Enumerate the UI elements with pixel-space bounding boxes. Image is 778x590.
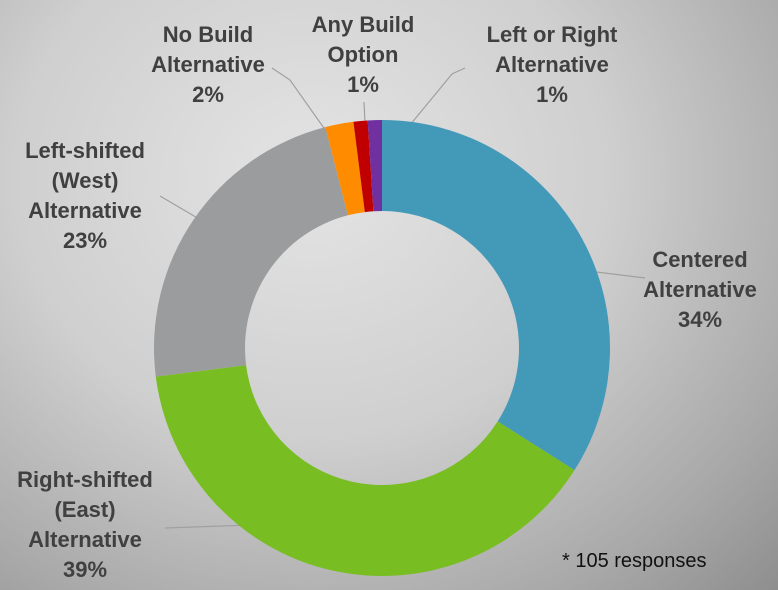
value-label: 1% [487,80,618,110]
value-label: 2% [151,80,265,110]
category-label: Left or Right Alternative [487,20,618,80]
category-label: Left-shifted (West) Alternative [25,136,145,226]
annotation: * 105 responses [562,550,707,573]
category-label: No Build Alternative [151,20,265,80]
donut [154,120,610,576]
category-label: Any Build Option [312,10,415,70]
value-label: 1% [312,70,415,100]
category-label: Right-shifted (East) Alternative [17,465,153,555]
value-label: 34% [643,305,757,335]
page: Centered Alternative34% Right-shifted (Ea… [0,0,778,590]
category-label: Centered Alternative [643,245,757,305]
donut-slice [382,120,610,470]
value-label: 23% [25,226,145,256]
value-label: 39% [17,555,153,585]
donut-slice [154,127,348,376]
